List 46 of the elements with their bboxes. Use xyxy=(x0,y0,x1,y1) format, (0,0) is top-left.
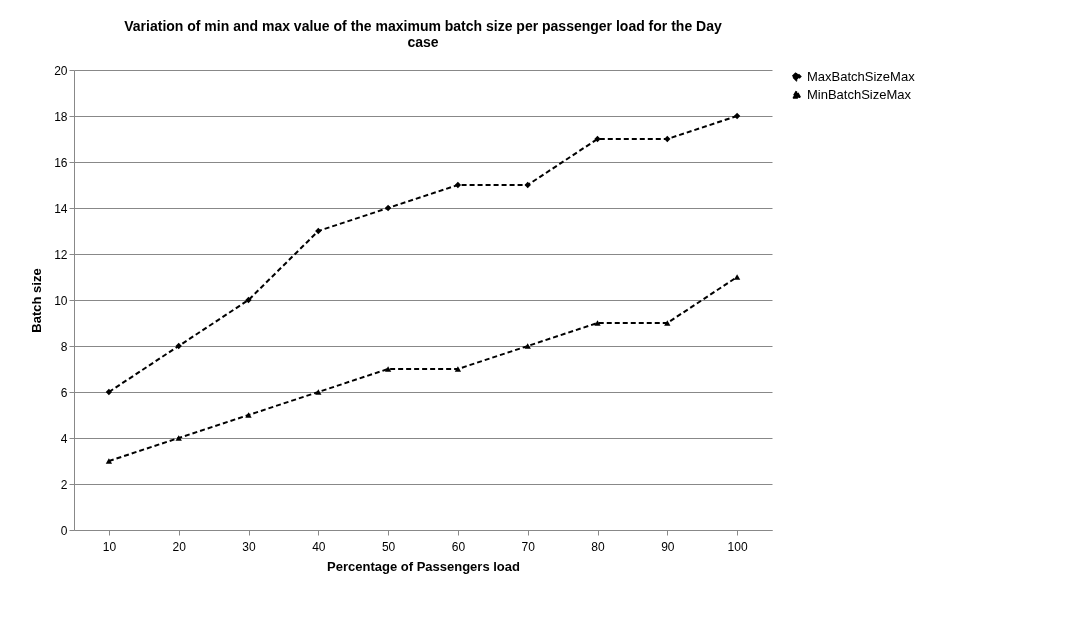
point xyxy=(454,181,462,189)
y-tick-label: 6 xyxy=(60,385,68,400)
point xyxy=(105,458,113,464)
point xyxy=(594,320,601,326)
point xyxy=(175,435,182,441)
point xyxy=(105,388,113,396)
point xyxy=(384,204,392,212)
x-tick-label: 40 xyxy=(312,539,326,554)
y-axis-title: Batch size xyxy=(29,268,45,333)
y-tick-label: 2 xyxy=(60,477,68,492)
y-tick-label: 4 xyxy=(60,431,68,446)
chart-title: Variation of min and max value of the maximum batch size per passenger load for the Day case xyxy=(124,18,722,50)
y-tick-label: 14 xyxy=(54,201,68,216)
y-tick-label: 0 xyxy=(60,523,68,538)
point xyxy=(245,412,252,418)
y-tick-label: 8 xyxy=(60,339,68,354)
point xyxy=(664,135,671,143)
x-axis-title: Percentage of Passengers load xyxy=(327,558,521,574)
point xyxy=(245,296,252,304)
x-tick-label: 90 xyxy=(661,539,675,554)
point xyxy=(524,181,531,189)
x-tick-label: 100 xyxy=(727,539,748,554)
x-tick-label: 10 xyxy=(102,539,117,554)
y-tick-label: 18 xyxy=(54,109,68,124)
y-tick-label: 16 xyxy=(54,155,68,170)
point xyxy=(384,366,392,372)
y-tick-label: 12 xyxy=(54,247,68,262)
x-tick-label: 20 xyxy=(172,539,187,554)
x-tick-label: 60 xyxy=(451,539,466,554)
x-tick-label: 50 xyxy=(381,539,396,554)
point xyxy=(524,343,531,349)
point xyxy=(594,135,601,143)
y-tick-label: 10 xyxy=(54,293,68,308)
point xyxy=(315,227,322,235)
legend-label: MinBatchSizeMax xyxy=(807,86,912,102)
point xyxy=(315,389,322,395)
x-tick-label: 70 xyxy=(521,539,536,554)
point xyxy=(175,342,182,350)
point xyxy=(733,112,741,120)
y-tick-label: 20 xyxy=(54,63,68,78)
x-tick-label: 30 xyxy=(242,539,256,554)
point xyxy=(664,320,671,326)
point xyxy=(733,274,741,280)
x-tick-label: 80 xyxy=(591,539,605,554)
point xyxy=(454,366,462,372)
legend-label: MaxBatchSizeMax xyxy=(807,68,916,84)
